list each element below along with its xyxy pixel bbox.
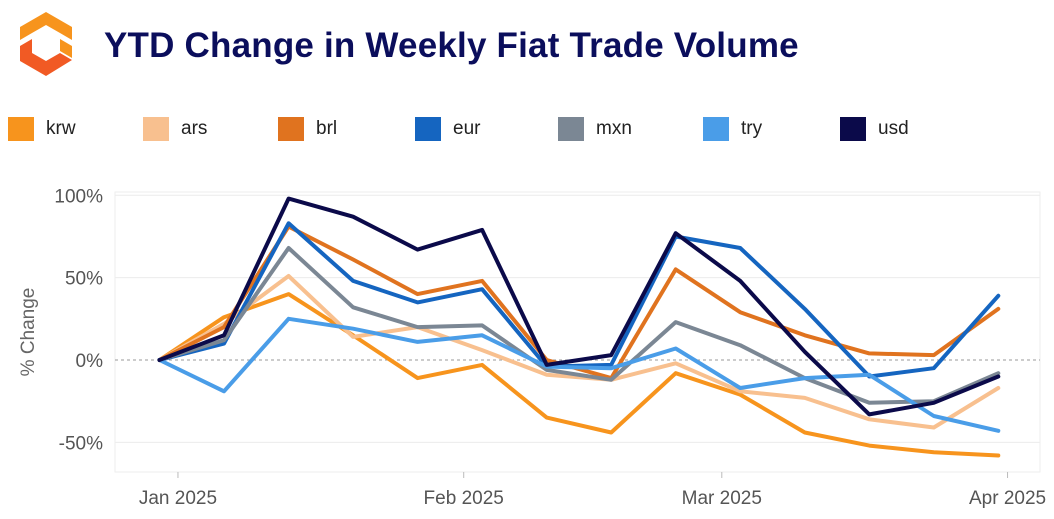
legend-label: ars — [181, 118, 208, 139]
legend-label: try — [741, 118, 763, 139]
legend-swatch-brl — [278, 117, 304, 141]
legend-label: mxn — [596, 118, 632, 139]
chart-title: YTD Change in Weekly Fiat Trade Volume — [104, 26, 799, 65]
legend-label: krw — [46, 118, 76, 139]
exchange-logo-icon — [20, 12, 72, 76]
x-tick-label: Feb 2025 — [424, 488, 504, 509]
legend-swatch-eur — [415, 117, 441, 141]
legend-item-eur[interactable]: eur — [415, 116, 480, 142]
series-line-mxn — [157, 246, 1001, 405]
series-line-usd — [157, 196, 1001, 417]
legend-item-krw[interactable]: krw — [8, 116, 76, 142]
y-axis-label: % Change — [18, 288, 39, 377]
x-tick-label: Mar 2025 — [682, 488, 762, 509]
legend-swatch-mxn — [558, 117, 584, 141]
legend-label: usd — [878, 118, 909, 139]
y-tick-label: 50% — [65, 269, 103, 290]
legend-item-brl[interactable]: brl — [278, 116, 337, 142]
x-tick-label: Jan 2025 — [139, 488, 217, 509]
x-tick-label: Apr 2025 — [969, 488, 1046, 509]
legend-swatch-usd — [840, 117, 866, 141]
y-tick-label: 100% — [54, 186, 103, 207]
legend-item-try[interactable]: try — [703, 116, 762, 142]
y-tick-label: -50% — [59, 433, 103, 454]
series-line-krw — [157, 292, 1001, 458]
legend-item-mxn[interactable]: mxn — [558, 116, 632, 142]
series-line-try — [157, 316, 1001, 433]
header: YTD Change in Weekly Fiat Trade Volume — [10, 10, 799, 82]
legend-label: eur — [453, 118, 481, 139]
y-tick-label: 0% — [76, 351, 104, 372]
legend-swatch-try — [703, 117, 729, 141]
series-line-ars — [157, 274, 1001, 430]
legend-swatch-krw — [8, 117, 34, 141]
plot-area — [114, 191, 1041, 473]
legend-item-ars[interactable]: ars — [143, 116, 207, 142]
legend-item-usd[interactable]: usd — [840, 116, 909, 142]
legend-swatch-ars — [143, 117, 169, 141]
legend-label: brl — [316, 118, 338, 139]
